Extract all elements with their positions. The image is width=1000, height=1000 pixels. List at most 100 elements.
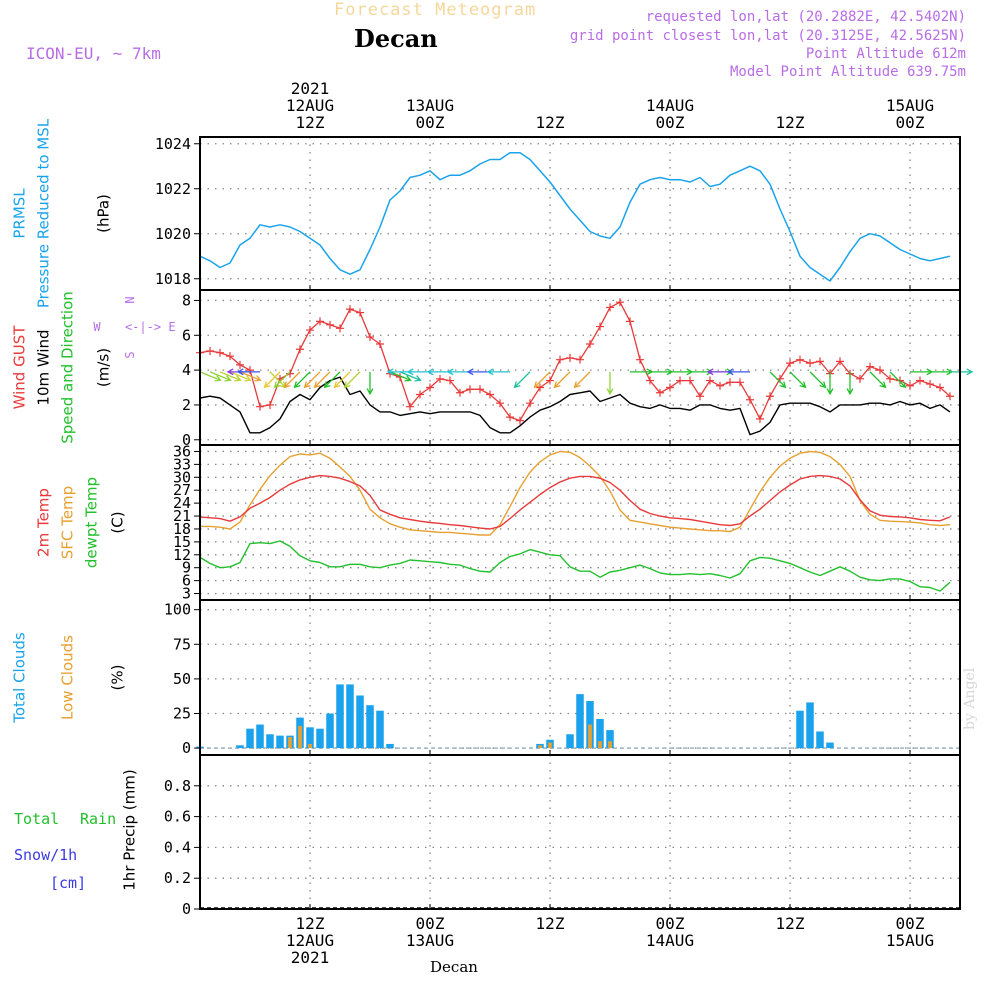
panel-label-temperature-0: 2m Temp (35, 488, 53, 557)
panel-label-pressure-0: PRMSL (11, 188, 29, 239)
gridpoint-coords: grid point closest lon,lat (20.3125E, 42… (569, 28, 966, 44)
top-time-label-3: 14AUG (646, 96, 694, 115)
wind-direction-arrow (869, 371, 887, 389)
low-cloud-bar (588, 724, 592, 749)
wind-direction-arrow (386, 368, 410, 376)
ytick-label-pressure: 1024 (155, 135, 191, 153)
total-cloud-bar (316, 728, 324, 749)
ytick-label-clouds: 25 (173, 704, 191, 722)
bottom-time-label-2: 12Z (536, 914, 565, 933)
gust-marker (296, 345, 304, 354)
gust-marker (556, 355, 564, 364)
wind-direction-arrow (303, 371, 321, 389)
ytick-label-temperature: 21 (173, 507, 191, 525)
gust-marker (426, 383, 434, 392)
panel-frame-temperature (199, 444, 961, 601)
top-time-label-1: 00Z (416, 113, 445, 132)
gust-marker (926, 380, 934, 389)
gust-marker (886, 374, 894, 383)
bottom-time-label-3: 00Z (656, 914, 685, 933)
bottom-time-label-4: 12Z (776, 914, 805, 933)
gust-marker (726, 378, 734, 387)
gust-marker (436, 374, 444, 383)
wind-direction-arrow (239, 371, 262, 382)
wind-direction-arrow (486, 368, 510, 376)
ytick-label-clouds: 50 (173, 670, 191, 688)
wind-direction-arrow (809, 371, 827, 389)
ytick-label-pressure: 1018 (155, 270, 191, 288)
total-cloud-bar (236, 745, 244, 749)
precip-total-label: Total (14, 810, 59, 828)
low-cloud-bar (548, 742, 552, 749)
wind-direction-arrow (630, 368, 654, 376)
gust-marker (856, 374, 864, 383)
compass-e: E (168, 320, 175, 334)
wind-direction-arrow (406, 368, 430, 376)
gust-marker (366, 333, 374, 342)
top-time-label-0: 12Z (296, 113, 325, 132)
low-cloud-bar (608, 741, 612, 749)
wind-direction-arrow (283, 371, 301, 389)
total-cloud-bar (306, 727, 314, 749)
gust-marker (516, 416, 524, 425)
compass-arrow: <-|-> (125, 320, 161, 334)
wind-direction-arrow (573, 371, 591, 389)
panel-label-temperature-3: (C) (109, 511, 127, 533)
gust-marker (206, 346, 214, 355)
low-cloud-bar (308, 743, 312, 749)
frames-layer (194, 136, 961, 910)
gust-marker (896, 376, 904, 385)
total-cloud-bar (806, 702, 814, 749)
gust-marker (486, 390, 494, 399)
panel-label-clouds-0: Total Clouds (11, 632, 29, 724)
ytick-label-precip: 0.6 (164, 808, 191, 826)
top-time-label-1: 13AUG (406, 96, 454, 115)
grid-layer (200, 137, 960, 910)
total-cloud-bar (356, 695, 364, 749)
ytick-label-precip: 0 (182, 900, 191, 918)
gust-marker (946, 392, 954, 401)
panel-frame-wind (199, 289, 961, 446)
gust-marker (326, 320, 334, 329)
gust-marker (456, 388, 464, 397)
top-time-label-0: 2021 (291, 79, 330, 98)
gust-marker (866, 362, 874, 371)
bottom-time-label-0: 12Z (296, 914, 325, 933)
wind-direction-arrow (726, 368, 750, 376)
wind-direction-arrow (789, 371, 807, 389)
low-cloud-bar (288, 737, 292, 749)
panel-label-wind-1: 10m Wind (35, 329, 53, 405)
precip-cm-label: [cm] (50, 874, 86, 892)
ytick-label-temperature: 24 (173, 494, 191, 512)
series-dewpt-temp (199, 540, 951, 592)
precip-snow-label: Snow/1h (14, 846, 77, 864)
gust-marker (916, 376, 924, 385)
total-cloud-bar (276, 735, 284, 749)
gust-marker (716, 381, 724, 390)
wind-direction-arrow (236, 368, 260, 376)
gust-marker (686, 376, 694, 385)
wind-direction-arrow (650, 368, 674, 376)
bottom-time-label-3: 14AUG (646, 931, 694, 950)
gust-marker (376, 339, 384, 348)
panel-label-pressure-2: (hPa) (95, 194, 113, 233)
gust-marker (336, 324, 344, 333)
total-cloud-bar (826, 742, 834, 749)
gust-marker (266, 400, 274, 409)
series-wind-gust (199, 301, 951, 422)
wind-direction-arrow (263, 371, 281, 389)
gust-marker (546, 376, 554, 385)
total-cloud-bar (266, 734, 274, 749)
ytick-label-clouds: 100 (164, 601, 191, 619)
ytick-label-pressure: 1022 (155, 180, 191, 198)
wind-direction-arrow (313, 371, 331, 389)
total-cloud-bar (596, 719, 604, 749)
meteogram-title: Forecast Meteogram (334, 0, 537, 20)
top-time-label-5: 00Z (896, 113, 925, 132)
gust-marker (876, 366, 884, 375)
model-altitude: Model Point Altitude 639.75m (729, 64, 966, 80)
total-cloud-bar (796, 710, 804, 749)
gust-marker (606, 303, 614, 312)
gust-marker (346, 305, 354, 314)
